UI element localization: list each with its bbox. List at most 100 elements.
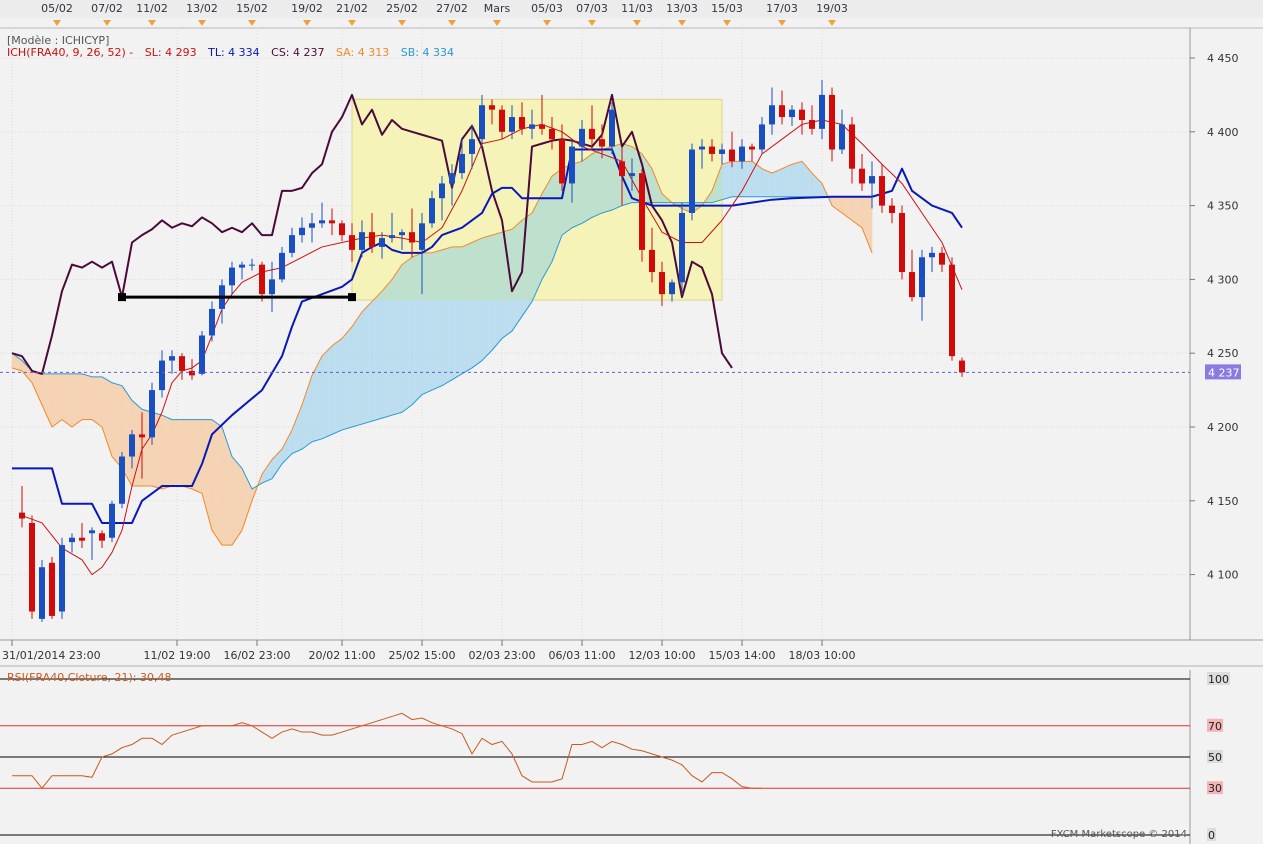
legend-tl: TL: 4 334 [208, 46, 260, 59]
candle-27 [289, 227, 295, 258]
candle-82 [839, 109, 845, 154]
candle-3 [49, 556, 55, 619]
date-marker-16 [828, 20, 836, 26]
candle-24 [259, 261, 265, 302]
candle-40 [419, 212, 425, 295]
cloud-segment-33 [341, 325, 353, 431]
candle-25 [269, 261, 275, 312]
candle-66 [679, 202, 685, 295]
top-date-tick-0: 05/02 [41, 2, 73, 15]
candle-10 [119, 452, 125, 509]
candle-72 [739, 139, 745, 169]
kijun-sen-line [12, 148, 963, 524]
support-line-start-handle [118, 293, 126, 302]
price-axis: 4 100 4 150 4 200 4 250 4 300 4 350 4 400 4 450 [1190, 52, 1239, 582]
candle-7 [89, 527, 95, 560]
candle-19 [209, 301, 215, 342]
candle-37 [389, 212, 395, 243]
candle-81 [829, 87, 835, 162]
top-date-tick-14: 15/03 [711, 2, 743, 15]
price-tick-4: 4 300 [1207, 273, 1239, 286]
bottom-date-tick-9: 18/03 10:00 [789, 649, 856, 662]
candle-78 [799, 102, 805, 135]
cloud-segment-37 [381, 278, 393, 419]
candle-11 [129, 429, 135, 469]
candlestick-series [19, 80, 965, 622]
cloud-segment-17 [181, 419, 193, 490]
candle-83 [849, 117, 855, 184]
candle-9 [109, 500, 115, 543]
date-marker-2 [148, 20, 156, 26]
bottom-date-tick-3: 20/02 11:00 [309, 649, 376, 662]
candle-58 [599, 124, 605, 159]
cloud-segment-35 [361, 300, 373, 425]
cloud-segment-71 [721, 160, 733, 201]
rsi-legend: RSI(FRA40,Cloture, 21): 30,48 [7, 671, 172, 684]
top-date-tick-16: 19/03 [816, 2, 848, 15]
candle-21 [229, 261, 235, 295]
candle-56 [579, 119, 585, 162]
rsi-level-label-0: 100 [1208, 673, 1229, 686]
candle-63 [649, 227, 655, 283]
candle-28 [299, 217, 305, 243]
candle-79 [809, 105, 815, 135]
candle-93 [949, 257, 955, 361]
cloud-segment-8 [91, 376, 103, 428]
candle-30 [319, 202, 325, 228]
candle-65 [669, 279, 675, 302]
candle-35 [369, 212, 375, 253]
rsi-level-label-2: 50 [1208, 751, 1222, 764]
legend-cs: CS: 4 237 [271, 46, 325, 59]
date-marker-14 [723, 20, 731, 26]
top-date-tick-1: 07/02 [91, 2, 123, 15]
candle-14 [159, 350, 165, 398]
legend-ich-name: ICH(FRA40, 9, 26, 52) [7, 46, 126, 59]
last-price-marker [1205, 364, 1241, 380]
cloud-segment-72 [731, 161, 743, 198]
legend-sl: SL: 4 293 [144, 46, 197, 59]
candle-73 [749, 143, 755, 162]
top-date-tick-5: 19/02 [291, 2, 323, 15]
date-marker-1 [103, 20, 111, 26]
cloud-segment-78 [791, 160, 803, 198]
cloud-segment-36 [371, 290, 383, 422]
bottom-date-axis: 31/01/2014 23:00 11/02 19:00 16/02 23:00 20… [2, 640, 855, 662]
cloud-segment-32 [331, 337, 343, 435]
candle-0 [19, 486, 25, 528]
candle-70 [719, 143, 725, 165]
top-date-tick-11: 07/03 [576, 2, 608, 15]
candle-75 [769, 87, 775, 135]
rsi-level-label-4: 0 [1208, 829, 1215, 842]
candle-38 [399, 229, 405, 250]
candle-45 [469, 124, 475, 169]
candle-80 [819, 80, 825, 140]
cloud-highlight-blend [373, 143, 722, 301]
rsi-series-line-0 [12, 712, 762, 789]
candle-59 [609, 102, 615, 154]
candle-44 [459, 139, 465, 180]
candle-12 [139, 412, 145, 479]
chikou-span-line [11, 93, 733, 375]
price-tick-7: 4 450 [1207, 52, 1239, 65]
cloud-segment-16 [171, 419, 183, 487]
candle-39 [409, 208, 415, 258]
bottom-date-tick-5: 02/03 23:00 [469, 649, 536, 662]
candle-42 [439, 176, 445, 221]
candle-36 [379, 232, 385, 259]
bottom-date-tick-1: 11/02 19:00 [144, 649, 211, 662]
bottom-date-tick-6: 06/03 11:00 [549, 649, 616, 662]
candle-92 [939, 246, 945, 273]
candle-88 [899, 205, 905, 280]
cloud-segment-15 [161, 414, 173, 490]
ichimoku-cloud [11, 143, 873, 547]
last-price-label: 4 237 [1208, 366, 1240, 379]
top-date-tick-8: 27/02 [436, 2, 468, 15]
candle-91 [929, 246, 935, 273]
candle-47 [489, 99, 495, 125]
candle-76 [779, 90, 785, 125]
bottom-date-tick-8: 15/03 14:00 [709, 649, 776, 662]
candle-41 [429, 190, 435, 228]
rsi-panel: 100 70 50 30 0 [0, 665, 1263, 844]
candle-22 [239, 261, 245, 280]
date-marker-5 [303, 20, 311, 26]
